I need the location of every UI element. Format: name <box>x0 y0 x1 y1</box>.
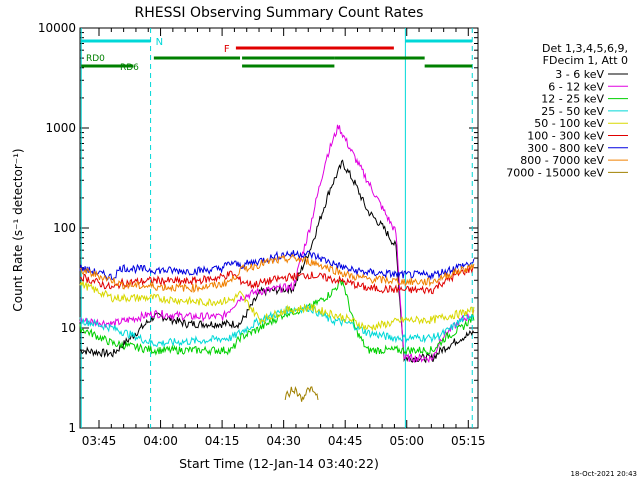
x-tick-label: 05:00 <box>389 434 424 448</box>
axes-frame: 03:45 04:00 04:15 04:30 04:45 05:00 05:15 1 10 10… <box>38 21 486 448</box>
y-tick-label: 1000 <box>45 121 76 135</box>
x-tick-label: 03:45 <box>82 434 117 448</box>
series-line-1 <box>79 124 475 364</box>
x-tick-label: 04:00 <box>143 434 178 448</box>
y-tick-label: 1 <box>68 421 76 435</box>
series-line-4 <box>79 281 475 332</box>
rd0-label: RD0 <box>86 54 105 64</box>
series-line-2 <box>79 279 475 356</box>
flare-label: F <box>224 44 230 55</box>
generated-timestamp: 18-Oct-2021 20:43 <box>571 470 637 478</box>
series-line-6 <box>79 250 475 281</box>
legend-header-line: Det 1,3,4,5,6,9, <box>542 42 628 55</box>
series-line-3 <box>79 303 475 348</box>
y-tick-label: 10000 <box>38 21 76 35</box>
rd6-label: RD6 <box>120 63 139 73</box>
legend-entry-label: 25 - 50 keV <box>541 105 604 118</box>
annotation-layer: N F RD0 RD6 <box>80 28 473 428</box>
x-axis-label: Start Time (12-Jan-14 03:40:22) <box>179 456 379 471</box>
legend-entry-label: 50 - 100 keV <box>534 117 604 130</box>
night-label: N <box>156 37 163 48</box>
chart-title: RHESSI Observing Summary Count Rates <box>135 5 424 21</box>
series-line-5 <box>79 265 475 295</box>
series-layer <box>79 124 475 402</box>
legend-header-line: FDecim 1, Att 0 <box>543 54 628 67</box>
y-tick-label: 100 <box>53 221 76 235</box>
x-tick-label: 05:15 <box>451 434 486 448</box>
y-axis-label: Count Rate (s⁻¹ detector⁻¹) <box>11 148 25 311</box>
legend-entry-label: 7000 - 15000 keV <box>506 166 604 179</box>
legend-entry-label: 12 - 25 keV <box>541 93 604 106</box>
legend-entry-label: 300 - 800 keV <box>527 142 604 155</box>
y-tick-label: 10 <box>61 321 76 335</box>
x-tick-label: 04:30 <box>266 434 301 448</box>
series-line-7 <box>79 253 475 293</box>
legend-entry-label: 800 - 7000 keV <box>520 154 604 167</box>
legend-entry-label: 100 - 300 keV <box>527 130 604 143</box>
legend-entry-label: 6 - 12 keV <box>548 80 604 93</box>
plot-frame <box>79 27 479 429</box>
series-line-8 <box>284 385 319 402</box>
legend: Det 1,3,4,5,6,9,FDecim 1, Att 03 - 6 keV… <box>506 42 628 179</box>
x-tick-label: 04:45 <box>328 434 363 448</box>
legend-entry-label: 3 - 6 keV <box>555 68 604 81</box>
x-tick-label: 04:15 <box>205 434 240 448</box>
